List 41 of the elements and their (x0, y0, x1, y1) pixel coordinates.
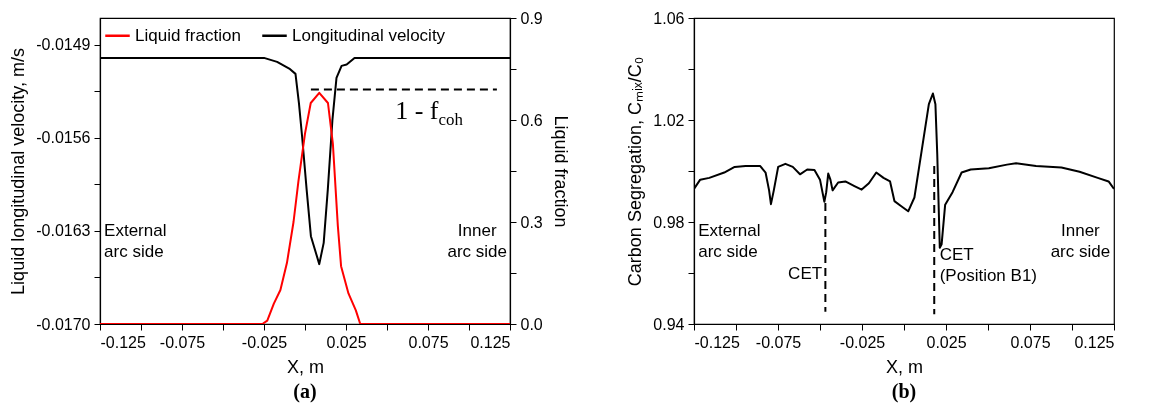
annotation: Inner arc side (447, 219, 507, 262)
y-tick-label: -0.0170 (36, 315, 91, 333)
x-tick-label: -0.075 (159, 333, 206, 351)
annotation: CET (788, 262, 823, 284)
x-tick-label: 0.125 (1074, 333, 1115, 351)
annotation: CET (Position B1) (939, 244, 1038, 287)
y-axis-title: Carbon Segregation, Cₘᵢₓ/C₀ (625, 56, 646, 287)
x-tick-label: -0.075 (755, 333, 802, 351)
y-tick-label: -0.0149 (36, 36, 91, 54)
annotation: 1 - f$_{coh}$ (395, 96, 463, 132)
x-tick-label: 0.025 (326, 333, 367, 351)
x-tick-label: -0.025 (241, 333, 288, 351)
annotation: Inner arc side (1050, 219, 1111, 262)
x-axis-title: X, m (885, 356, 924, 377)
text: (b) (891, 380, 917, 403)
legend-label: Longitudinal velocity (292, 25, 446, 45)
x-tick-label: 0.075 (408, 333, 449, 351)
annotation: External arc side (698, 219, 761, 262)
x-tick-label: 0.075 (1010, 333, 1051, 351)
x-tick-label: -0.125 (694, 333, 740, 351)
y-tick-label: -0.0163 (36, 222, 91, 240)
y2-tick-label: 0.6 (520, 111, 543, 129)
text: (a) (293, 380, 317, 403)
line-series (100, 91, 510, 324)
y-tick-label: -0.0156 (36, 129, 91, 147)
x-tick-label: 0.025 (926, 333, 967, 351)
legend-label: Liquid fraction (135, 25, 241, 45)
y-tick-label: 1.06 (653, 9, 685, 27)
x-axis-title: X, m (286, 356, 325, 377)
x-tick-label: 0.125 (470, 333, 511, 351)
y-tick-label: 0.94 (653, 315, 685, 333)
y2-tick-label: 0.9 (520, 9, 543, 27)
y-tick-label: 1.02 (653, 111, 685, 129)
y2-axis-title: Liquid fraction (550, 115, 571, 228)
annotation: External arc side (104, 219, 167, 262)
x-tick-label: -0.025 (839, 333, 886, 351)
y2-tick-label: 0.0 (520, 315, 543, 333)
y-tick-label: 0.98 (653, 213, 685, 231)
x-tick-label: -0.125 (100, 333, 146, 351)
y-axis-title: Liquid longitudinal velocity, m/s (8, 48, 29, 295)
y2-tick-label: 0.3 (520, 213, 543, 231)
